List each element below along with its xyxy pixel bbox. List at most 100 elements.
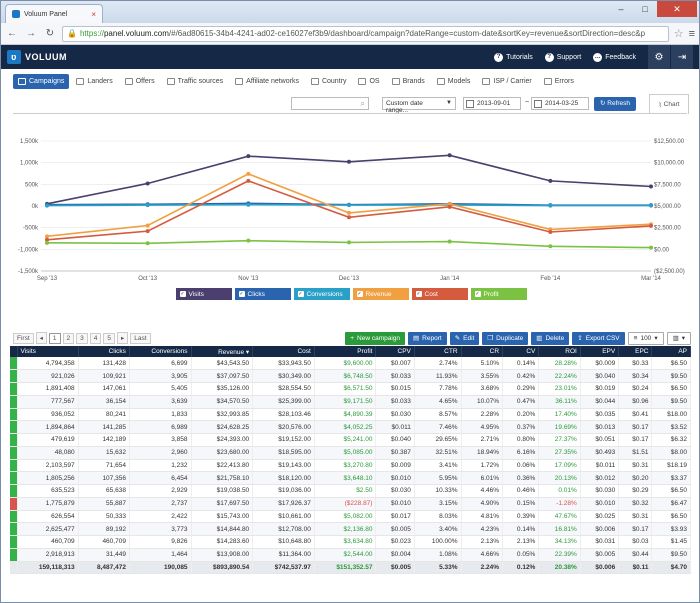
lock-icon: 🔒 <box>67 29 77 38</box>
settings-gear-icon[interactable]: ⚙ <box>648 45 670 69</box>
table-row[interactable]: 1,894,864 141,285 6,989 $24,628.25 $20,576.0… <box>10 420 691 434</box>
table-row[interactable]: 1,775,879 55,887 2,737 $17,697.50 $17,926.37… <box>10 497 691 511</box>
next-page-button[interactable]: ▸ <box>117 332 129 344</box>
legend-item-profit[interactable]: ✓ Profit <box>470 288 527 300</box>
column-header-epv[interactable]: EPV <box>580 346 620 357</box>
support-link[interactable]: ? Support <box>544 52 581 62</box>
table-cell: $3.37 <box>651 471 691 485</box>
table-row[interactable]: 1,891,408 147,061 5,405 $35,126.00 $28,554.5… <box>10 382 691 396</box>
column-header-cpv[interactable]: CPV <box>375 346 415 357</box>
y-right-tick-label: $7,500.00 <box>654 182 681 188</box>
window-close-icon[interactable]: ✕ <box>657 1 697 17</box>
table-row[interactable]: 479,619 142,189 3,858 $24,393.00 $19,152.00 $… <box>10 433 691 447</box>
back-icon[interactable]: ← <box>7 28 17 39</box>
column-header-cr[interactable]: CR <box>461 346 504 357</box>
page-4-button[interactable]: 4 <box>89 332 102 344</box>
export-label: Export CSV <box>585 334 620 342</box>
browser-menu-icon[interactable]: ≡ <box>688 27 695 40</box>
column-header-revenue[interactable]: Revenue ▾ <box>191 346 254 357</box>
tab-country[interactable]: Country <box>306 74 352 89</box>
tab-offers[interactable]: Offers <box>120 74 160 89</box>
column-header-ctr[interactable]: CTR <box>414 346 462 357</box>
checkbox-icon[interactable]: ✓ <box>415 291 422 297</box>
tab-errors[interactable]: Errors <box>539 74 579 89</box>
table-row[interactable]: 4,794,358 131,428 6,699 $43,543.50 $33,943.5… <box>10 357 691 371</box>
page-3-button[interactable]: 3 <box>76 332 88 344</box>
column-header-cost[interactable]: Cost <box>252 346 315 357</box>
export-csv-button[interactable]: ⇪ Export CSV <box>572 331 625 345</box>
checkbox-icon[interactable]: ✓ <box>356 291 363 297</box>
checkbox-icon[interactable]: ✓ <box>238 291 245 297</box>
column-header-cv[interactable]: CV <box>502 346 540 357</box>
legend-item-conversions[interactable]: ✓ Conversions <box>293 288 350 300</box>
tab-affiliate-networks[interactable]: Affiliate networks <box>230 74 304 89</box>
bookmark-star-icon[interactable]: ☆ <box>673 28 684 40</box>
table-row[interactable]: 2,625,477 89,192 3,773 $14,844.80 $12,708.00… <box>10 522 691 536</box>
checkbox-icon[interactable]: ✓ <box>297 291 304 297</box>
date-range-select[interactable]: Custom date range... ▼ <box>382 97 456 114</box>
page-5-button[interactable]: 5 <box>103 332 116 344</box>
legend-item-clicks[interactable]: ✓ Clicks <box>234 288 291 300</box>
chart-tab[interactable]: ⌇ Chart <box>649 94 689 114</box>
table-row[interactable]: 921,026 109,921 3,905 $37,097.50 $30,349.00 $… <box>10 369 691 383</box>
column-header-visits[interactable]: Visits <box>17 346 79 357</box>
page-size-select[interactable]: ≡ 100 ▾ <box>627 331 664 345</box>
logout-icon[interactable]: ⇥ <box>671 45 693 69</box>
date-to-input[interactable]: 2014-03-25 <box>531 97 589 110</box>
column-header-profit[interactable]: Profit <box>314 346 377 357</box>
page-2-button[interactable]: 2 <box>62 332 75 344</box>
tab-traffic-sources[interactable]: Traffic sources <box>162 74 229 89</box>
page-1-button[interactable]: 1 <box>48 332 61 344</box>
columns-button[interactable]: ▥ ▾ <box>666 331 691 345</box>
new-campaign-button[interactable]: + New campaign <box>345 331 406 345</box>
report-button[interactable]: ▤ Report <box>408 331 447 345</box>
column-header-ap[interactable]: AP <box>651 346 691 357</box>
table-row[interactable]: 2,918,913 31,449 1,464 $13,908.00 $11,364.00… <box>10 548 691 562</box>
search-input[interactable]: ⌕ <box>291 97 369 110</box>
delete-button[interactable]: ▥ Delete <box>531 331 570 345</box>
table-cell: $4,052.25 <box>314 420 377 434</box>
table-row[interactable]: 635,523 65,638 2,929 $19,038.50 $19,036.00 $2… <box>10 484 691 498</box>
url-input[interactable]: 🔒 https:// panel.voluum.com /#/6ad80615-… <box>62 25 669 42</box>
refresh-button[interactable]: ↻ Refresh <box>594 97 637 111</box>
tab-close-icon[interactable]: × <box>91 9 96 19</box>
first-page-button[interactable]: First <box>13 332 34 344</box>
table-row[interactable]: 936,052 80,241 1,833 $32,993.85 $28,103.46 $4… <box>10 408 691 422</box>
tab-models[interactable]: Models <box>432 74 476 89</box>
checkbox-icon[interactable]: ✓ <box>179 291 186 297</box>
column-header-epc[interactable]: EPC <box>618 346 653 357</box>
minimize-icon[interactable]: – <box>618 4 624 14</box>
table-row[interactable]: 48,080 15,632 2,960 $23,680.00 $18,595.00 $5,… <box>10 446 691 460</box>
tab-brands[interactable]: Brands <box>387 74 430 89</box>
legend-item-cost[interactable]: ✓ Cost <box>411 288 468 300</box>
legend-item-revenue[interactable]: ✓ Revenue <box>352 288 409 300</box>
browser-tab[interactable]: Voluum Panel × <box>5 4 103 23</box>
tab-isp-carrier[interactable]: ISP / Carrier <box>477 74 536 89</box>
tab-campaigns[interactable]: Campaigns <box>13 73 70 89</box>
tab-landers[interactable]: Landers <box>71 74 117 89</box>
prev-page-button[interactable]: ◂ <box>35 332 47 344</box>
column-header-roi[interactable]: ROI <box>538 346 581 357</box>
last-page-button[interactable]: Last <box>130 332 151 344</box>
delete-label: Delete <box>545 334 565 342</box>
tutorials-link[interactable]: ? Tutorials <box>494 52 533 62</box>
edit-button[interactable]: ✎ Edit <box>449 331 480 345</box>
column-header-conversions[interactable]: Conversions <box>129 346 192 357</box>
table-row[interactable]: 460,709 460,709 9,826 $14,283.60 $10,648.80 $… <box>10 535 691 549</box>
reload-icon[interactable]: ↻ <box>45 28 55 39</box>
voluum-logo[interactable]: ʋ VOLUUM <box>7 50 67 64</box>
table-row[interactable]: 1,805,256 107,356 6,454 $21,758.10 $18,120.0… <box>10 471 691 485</box>
tab-os[interactable]: OS <box>353 74 384 89</box>
forward-icon[interactable]: → <box>26 28 36 39</box>
checkbox-icon[interactable]: ✓ <box>474 291 481 297</box>
table-row[interactable]: 777,567 36,154 3,639 $34,570.50 $25,399.00 $9… <box>10 395 691 409</box>
table-row[interactable]: 2,103,597 71,654 1,232 $22,413.80 $19,143.00… <box>10 459 691 473</box>
date-from-input[interactable]: 2013-09-01 <box>463 97 521 110</box>
table-row[interactable]: 626,554 50,333 2,422 $15,743.00 $10,661.00 $5… <box>10 510 691 524</box>
table-cell: $0.017 <box>375 510 415 524</box>
legend-item-visits[interactable]: ✓ Visits <box>175 288 232 300</box>
column-header-clicks[interactable]: Clicks <box>78 346 130 357</box>
maximize-icon[interactable]: □ <box>642 4 648 14</box>
feedback-link[interactable]: … Feedback <box>593 52 636 62</box>
duplicate-button[interactable]: ❐ Duplicate <box>482 331 529 345</box>
